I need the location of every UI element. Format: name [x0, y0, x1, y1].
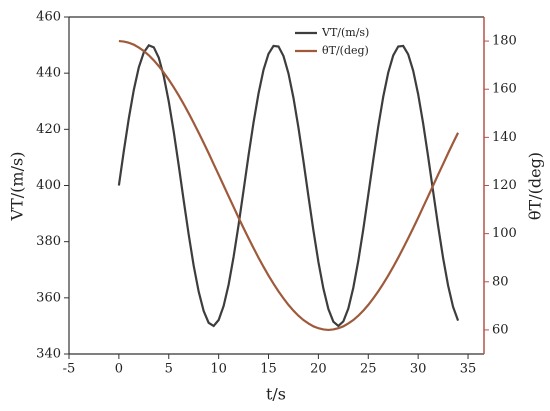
y2-axis-title: θT/(deg)	[526, 152, 545, 220]
x-tick-label: 25	[360, 362, 377, 377]
y-tick-label: 440	[36, 66, 61, 81]
y-tick-label: 400	[36, 178, 61, 193]
x-tick-label: 30	[410, 362, 427, 377]
y2-tick-label: 140	[492, 130, 517, 145]
x-tick-label: 35	[460, 362, 477, 377]
x-tick-label: -5	[63, 362, 76, 377]
x-tick-label: 20	[310, 362, 327, 377]
y2-tick-label: 180	[492, 34, 517, 49]
x-tick-label: 15	[260, 362, 277, 377]
y2-tick-label: 100	[492, 226, 517, 241]
y2-tick-label: 120	[492, 178, 517, 193]
y-tick-label: 420	[36, 122, 61, 137]
y-axis-title: VT/(m/s)	[8, 152, 27, 222]
y-tick-label: 340	[36, 347, 61, 362]
legend-label: VT/(m/s)	[321, 26, 369, 39]
data-line	[118, 39, 460, 332]
x-tick-label: 5	[165, 362, 173, 377]
x-tick-label: 10	[210, 362, 227, 377]
data-line	[117, 44, 460, 328]
legend-label: θT/(deg)	[322, 44, 369, 57]
y2-tick-label: 60	[492, 322, 509, 337]
y-tick-label: 460	[36, 10, 61, 25]
x-axis-title: t/s	[266, 385, 286, 404]
y-tick-label: 360	[36, 290, 61, 305]
x-tick-label: 0	[115, 362, 123, 377]
y2-tick-label: 80	[492, 274, 509, 289]
y-tick-label: 380	[36, 234, 61, 249]
y2-tick-label: 160	[492, 82, 517, 97]
